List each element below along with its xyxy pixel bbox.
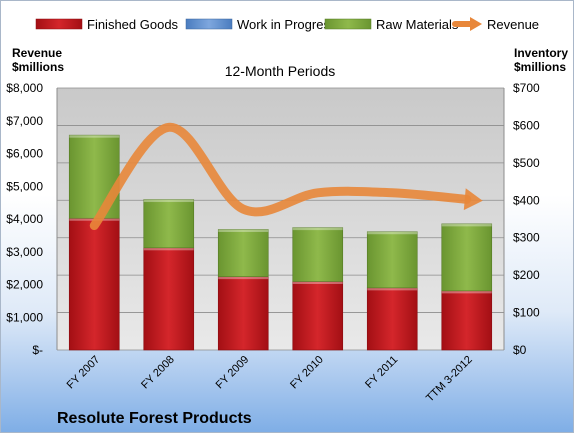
legend-arrowhead-revenue [470,17,482,31]
bar-raw-materials [68,134,120,219]
bar-raw-materials [217,229,269,277]
bar-finished-goods [68,217,120,351]
left-tick-label: $4,000 [6,212,43,226]
bar-highlight [367,231,418,235]
category-label: FY 2009 [214,354,252,392]
legend-item-revenue: Revenue [452,17,539,32]
bar-raw-materials [441,223,493,292]
left-tick-label: $6,000 [6,147,43,161]
left-tick-label: $2,000 [6,278,43,292]
category-label: FY 2008 [139,354,177,392]
bar-highlight [143,199,194,203]
right-tick-label: $0 [513,343,527,357]
legend-label-finished-goods: Finished Goods [87,17,179,32]
bar-highlight [218,276,269,280]
legend-item-finished-goods: Finished Goods [35,17,179,32]
left-tick-label: $3,000 [6,245,43,259]
legend-swatch-raw-materials [324,18,372,30]
bar-highlight [441,290,492,294]
right-tick-label: $700 [513,81,540,95]
bar-raw-materials [366,231,418,289]
bar-highlight [292,281,343,285]
bar-finished-goods [292,281,344,351]
bar-finished-goods [441,290,493,351]
category-label: FY 2011 [363,354,400,391]
bars [68,134,493,351]
left-tick-label: $8,000 [6,81,43,95]
left-tick-label: $7,000 [6,114,43,128]
legend-label-work-in-progress: Work in Progress [237,17,337,32]
bar-highlight [441,223,492,227]
bar-raw-materials [292,227,344,282]
bar-highlight [218,229,269,232]
left-tick-label: $- [32,343,43,357]
left-tick-label: $1,000 [6,310,43,324]
bar-highlight [292,227,343,231]
left-tick-label: $5,000 [6,179,43,193]
category-labels: FY 2007 FY 2008 FY 2009 FY 2010 FY 2011 TTM 3… [65,354,475,405]
plot-area [57,88,504,350]
right-axis-ticks: $0 $100 $200 $300 $400 $500 $600 $700 [513,81,540,357]
category-label: FY 2007 [65,354,103,392]
left-axis-title-line2: $millions [12,60,64,74]
bar-highlight [367,287,418,291]
company-title: Resolute Forest Products [57,410,252,427]
right-tick-label: $200 [513,268,540,282]
legend-swatch-finished-goods [35,18,83,30]
category-label: FY 2010 [288,354,326,392]
right-tick-label: $100 [513,306,540,320]
right-tick-label: $300 [513,231,540,245]
bar-raw-materials [143,199,195,249]
bar-finished-goods [217,276,269,351]
legend-item-raw-materials: Raw Materials [324,17,459,32]
legend-item-work-in-progress: Work in Progress [185,17,337,32]
legend-label-revenue: Revenue [487,17,539,32]
category-label: TTM 3-2012 [424,354,475,405]
right-tick-label: $500 [513,156,540,170]
left-axis-ticks: $- $1,000 $2,000 $3,000 $4,000 $5,000 $6,000 $7… [6,81,43,357]
right-axis-title-line2: $millions [514,60,566,74]
chart-subtitle: 12-Month Periods [225,63,336,79]
right-tick-label: $600 [513,118,540,132]
revenue-arrowhead [463,188,483,211]
bar-highlight [143,247,194,251]
right-axis-title-line1: Inventory [514,46,568,60]
legend-label-raw-materials: Raw Materials [376,17,459,32]
bar-finished-goods [143,247,195,351]
bar-highlight [69,135,120,138]
bar-finished-goods [366,287,418,351]
revenue-line-layer [89,122,483,231]
legend-swatch-work-in-progress [185,18,233,30]
right-tick-label: $400 [513,193,540,207]
left-axis-title-line1: Revenue [12,46,62,60]
legend: Finished Goods Work in Progress Raw Mate… [35,17,539,32]
